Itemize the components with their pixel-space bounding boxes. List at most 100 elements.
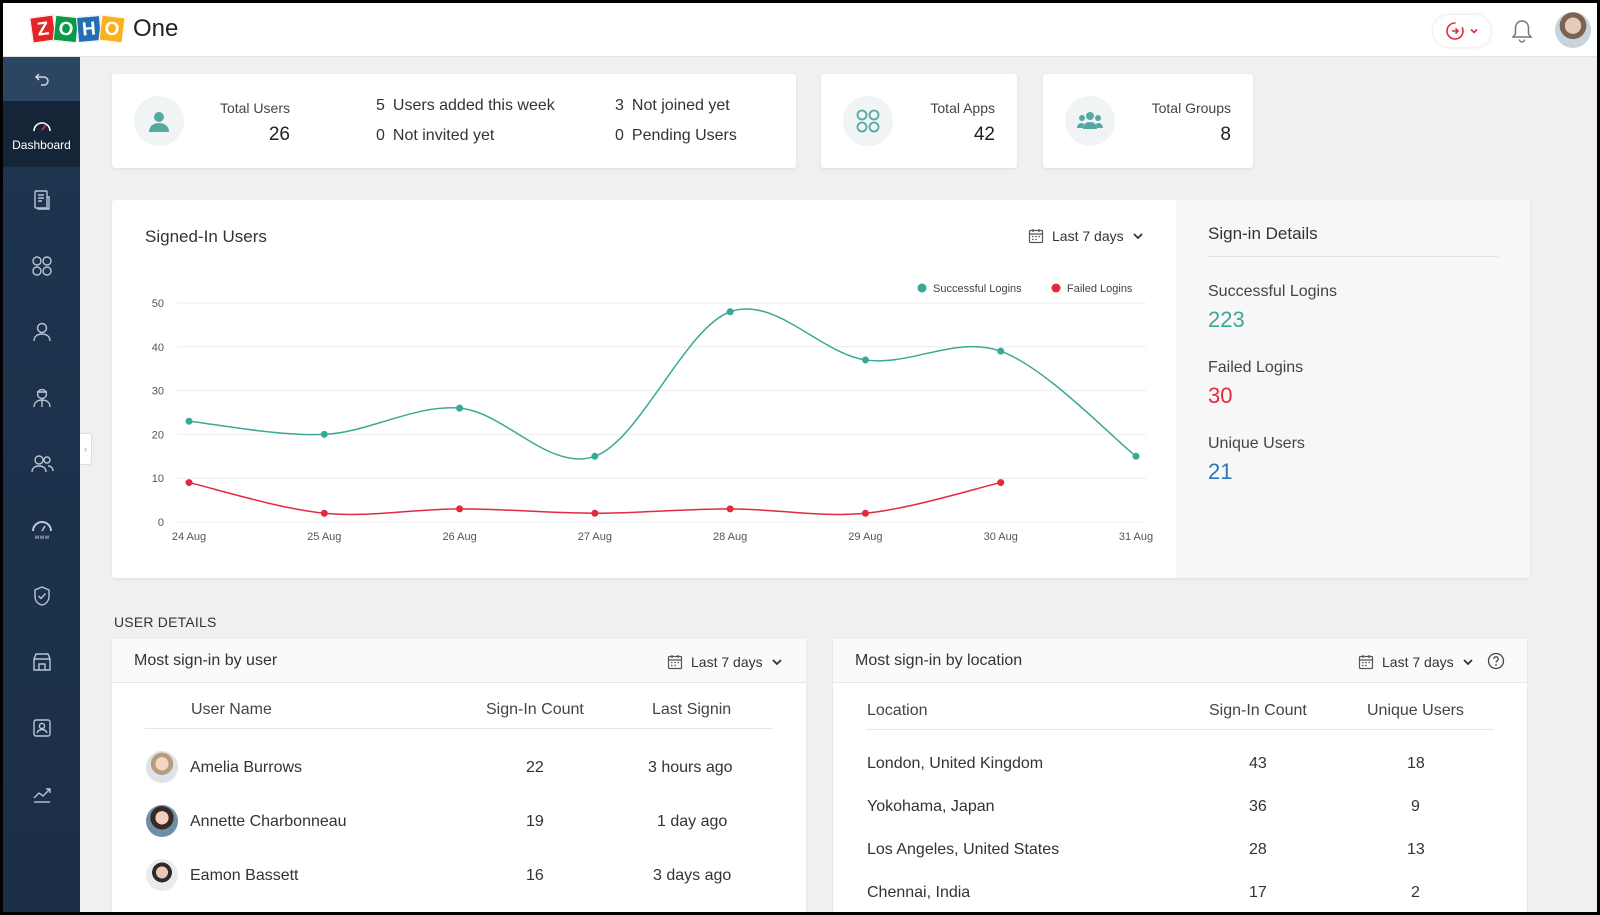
most-signin-by-location-card: Most sign-in by location Last 7 days Loc… [833,639,1527,912]
sidebar-collapse-toggle[interactable]: › [80,433,92,465]
calendar-icon [667,655,683,670]
x-tick-label: 29 Aug [848,531,882,543]
sidebar-item-directory[interactable] [3,695,80,761]
sidebar-item-security[interactable] [3,563,80,629]
groups-icon [30,455,54,473]
sidebar-item-users[interactable] [3,299,80,365]
zoho-one-logo[interactable]: Z O H O One [29,14,178,44]
data-point [591,509,599,517]
users-icon-circle [134,96,184,146]
calendar-icon [1358,655,1374,670]
column-header-location[interactable]: Location [867,702,928,719]
total-apps-card[interactable]: Total Apps 42 [821,74,1017,168]
location-name[interactable]: Yokohama, Japan [867,798,995,815]
x-tick-label: 27 Aug [578,531,612,543]
users-added-stat[interactable]: 5 Users added this week [376,97,555,115]
not-invited-stat[interactable]: 0 Not invited yet [376,127,494,145]
sidebar-item-reports[interactable] [3,167,80,233]
sign-in-count: 16 [526,867,544,884]
user-details-heading: USER DETAILS [114,614,217,630]
failed-logins-value: 30 [1208,383,1233,408]
user-name[interactable]: Amelia Burrows [190,759,303,776]
sidebar-item-apps[interactable] [3,233,80,299]
user-name[interactable]: Eamon Bassett [190,867,299,884]
unique-users: 13 [1407,841,1425,858]
sign-in-count: 43 [1249,755,1267,772]
avatar [146,805,178,837]
total-users-label: Total Users [219,100,290,116]
sign-in-count: 22 [526,759,544,776]
most-signin-by-user-card: Most sign-in by user Last 7 days User Na… [112,639,806,912]
column-header-sign-in-count[interactable]: Sign-In Count [1209,702,1307,719]
divider [145,728,773,729]
sidebar-item-analytics[interactable] [3,761,80,827]
total-groups-card[interactable]: Total Groups 8 [1043,74,1253,168]
signed-in-range-select[interactable]: Last 7 days [1028,228,1144,244]
most-signin-by-location-title: Most sign-in by location [855,652,1023,669]
sidebar-item-marketplace[interactable] [3,629,80,695]
logo-letter: O [98,14,126,44]
not-joined-stat[interactable]: 3 Not joined yet [615,97,730,115]
avatar [146,859,178,891]
data-point [456,505,464,513]
unique-users-value: 21 [1208,459,1233,484]
total-apps-label: Total Apps [930,100,995,116]
back-arrow-icon [34,73,49,86]
avatar [146,751,178,783]
column-header-last-signin[interactable]: Last Signin [652,701,732,718]
data-point [456,404,464,412]
x-tick-label: 24 Aug [172,531,206,543]
directory-icon [32,719,51,737]
location-name[interactable]: Los Angeles, United States [867,841,1060,858]
apps-icon-circle [843,96,893,146]
user-name[interactable]: Annette Charbonneau [190,813,347,830]
column-header-unique-users[interactable]: Unique Users [1367,702,1464,719]
sidebar-item-label: Dashboard [12,138,71,152]
sign-in-count: 19 [526,813,544,830]
quick-actions-button[interactable] [1433,15,1491,47]
x-tick-label: 30 Aug [984,531,1018,543]
unique-users: 2 [1411,884,1420,901]
sidebar-item-groups[interactable] [3,431,80,497]
help-icon[interactable] [1487,652,1505,670]
domain-icon: www [31,521,52,541]
y-tick-label: 20 [152,429,164,441]
panel-header: Most sign-in by user Last 7 days [112,639,806,683]
panel-header: Most sign-in by location Last 7 days [833,639,1527,683]
pending-users-stat[interactable]: 0 Pending Users [615,127,737,145]
location-name[interactable]: London, United Kingdom [867,755,1044,772]
total-apps-value: 42 [973,124,995,145]
sign-in-details-title: Sign-in Details [1208,224,1318,243]
last-signin: 3 hours ago [648,759,733,776]
legend-marker [917,283,927,293]
location-range-select[interactable]: Last 7 days [1358,654,1474,670]
sidebar-item-dashboard[interactable]: Dashboard [3,101,80,167]
total-groups-label: Total Groups [1151,100,1231,116]
profile-avatar[interactable] [1555,12,1591,48]
location-range-label: Last 7 days [1382,654,1454,670]
legend-label: Successful Logins [933,283,1022,295]
apps-grid-icon [31,256,52,276]
signed-in-users-chart: 0 10 20 30 40 50 24 Aug 25 Aug 26 Aug 27 Aug 28 Au… [152,283,1153,543]
not-joined-count: 3 [615,97,624,114]
last-signin: 3 days ago [653,867,732,884]
notifications-bell-icon[interactable] [1509,17,1535,45]
sidebar-item-admins[interactable] [3,365,80,431]
column-header-sign-in-count[interactable]: Sign-In Count [486,701,584,718]
signed-in-users-card: Signed-In Users Last 7 days 0 10 20 30 40 50 2… [112,200,1530,578]
signed-in-range-label: Last 7 days [1052,228,1124,244]
user-icon [32,322,51,342]
data-point [591,452,599,460]
sidebar-item-domains[interactable]: www [3,497,80,563]
users-added-label: Users added this week [392,97,555,114]
column-header-user-name[interactable]: User Name [191,701,272,718]
sidebar-back-button[interactable] [3,57,80,101]
data-point [726,505,734,513]
groups-icon [1077,112,1103,129]
series-line [188,481,1001,516]
x-tick-label: 26 Aug [442,531,476,543]
chevron-down-icon [771,659,782,666]
user-range-select[interactable]: Last 7 days [667,654,783,670]
location-name[interactable]: Chennai, India [867,884,971,901]
